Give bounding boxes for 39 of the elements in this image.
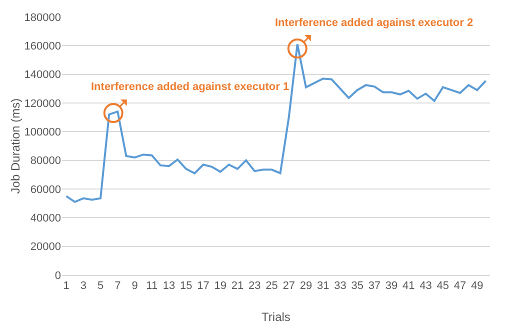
y-tick-label: 0 <box>54 270 61 282</box>
x-tick-label: 37 <box>368 280 381 292</box>
x-tick-label: 27 <box>282 280 295 292</box>
annotation: Interference added against executor 1 <box>91 81 290 93</box>
x-tick-label: 23 <box>248 280 261 292</box>
x-tick-label: 21 <box>231 280 244 292</box>
y-tick-label: 40000 <box>30 212 61 225</box>
x-tick-label: 35 <box>351 280 364 292</box>
x-tick-label: 1 <box>63 280 70 292</box>
x-axis-title: Trials <box>262 310 290 324</box>
x-tick-label: 25 <box>266 280 278 292</box>
x-tick-label: 31 <box>316 280 330 292</box>
x-tick-label: 7 <box>114 280 121 292</box>
x-tick-label: 11 <box>146 280 158 292</box>
x-tick-label: 49 <box>471 280 484 292</box>
y-tick-label: 180000 <box>24 12 61 24</box>
annotation: Interference added against executor 2 <box>275 17 474 29</box>
x-tick-label: 3 <box>80 280 86 292</box>
x-tick-label: 15 <box>180 280 192 292</box>
y-tick-label: 80000 <box>30 155 61 168</box>
x-tick-label: 13 <box>162 280 176 292</box>
x-tick-label: 29 <box>300 280 312 292</box>
y-tick-label: 100000 <box>24 126 61 139</box>
x-tick-label: 5 <box>97 280 104 292</box>
x-tick-label: 41 <box>402 280 415 292</box>
y-tick-label: 140000 <box>24 69 61 82</box>
y-tick-label: 120000 <box>24 98 61 110</box>
x-tick-label: 47 <box>454 280 466 292</box>
y-tick-label: 20000 <box>30 241 61 254</box>
x-tick-label: 9 <box>132 280 138 292</box>
x-tick-label: 19 <box>214 280 226 292</box>
x-tick-label: 17 <box>197 280 210 292</box>
y-tick-label: 160000 <box>24 40 61 53</box>
x-tick-label: 45 <box>436 280 450 292</box>
x-tick-label: 39 <box>385 280 398 292</box>
x-tick-label: 33 <box>334 280 346 292</box>
y-tick-label: 60000 <box>30 184 61 196</box>
y-axis-title: Job Duration (ms) <box>8 98 22 194</box>
x-tick-label: 43 <box>420 280 432 292</box>
